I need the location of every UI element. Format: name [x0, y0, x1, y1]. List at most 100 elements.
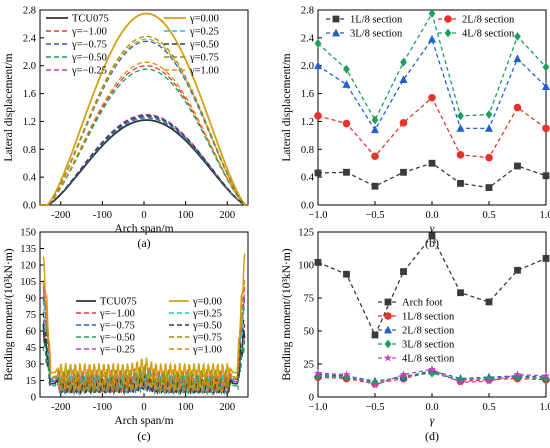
data-point [371, 182, 379, 190]
y-tick-label: 2.4 [23, 33, 37, 44]
data-point [513, 370, 522, 379]
x-axis-label: Arch span/m [114, 223, 173, 235]
data-point [542, 82, 550, 91]
data-point [313, 368, 323, 377]
data-point [485, 110, 493, 119]
y-tick-label: 0.0 [23, 201, 36, 212]
x-tick-label: 0.0 [425, 210, 438, 221]
data-point [428, 368, 436, 378]
x-tick-label: 100 [178, 402, 194, 413]
data-point [314, 371, 322, 381]
legend-marker [332, 28, 340, 37]
data-point [514, 266, 521, 274]
x-tick-label: -200 [51, 402, 70, 413]
data-point [485, 298, 493, 306]
legend-label: γ=0.50 [192, 321, 222, 332]
legend-marker [384, 325, 392, 334]
data-point [342, 119, 351, 128]
data-point [428, 159, 436, 167]
legend-marker [444, 15, 452, 23]
y-tick-label: 2.4 [301, 33, 315, 44]
data-point [343, 168, 350, 176]
x-tick-label: 0.5 [482, 402, 495, 413]
data-point [514, 162, 521, 170]
legend-label: γ=−0.50 [99, 333, 135, 344]
legend-label: γ=1.00 [189, 66, 219, 77]
legend-label: 3L/8 section [350, 29, 403, 40]
x-tick-label: 1.0 [539, 402, 550, 413]
y-tick-label: 45 [26, 343, 37, 354]
data-point [343, 372, 350, 382]
data-point [428, 34, 436, 43]
x-tick-label: 200 [219, 402, 235, 413]
data-point [542, 62, 550, 72]
data-point [456, 123, 465, 132]
legend-marker [444, 28, 452, 38]
data-point [342, 80, 351, 88]
y-tick-label: 75 [304, 294, 315, 305]
data-point [314, 39, 322, 48]
x-tick-label: 0.5 [482, 210, 495, 221]
legend-label: γ=0.50 [189, 40, 219, 51]
legend-label: Arch foot [402, 298, 443, 309]
y-tick-label: 0 [309, 393, 314, 404]
data-point [399, 119, 408, 127]
y-tick-label: 0.4 [301, 173, 315, 184]
y-tick-label: 100 [298, 261, 314, 272]
data-point [484, 376, 494, 385]
y-tick-label: 50 [304, 327, 315, 338]
legend: TCU075 γ=−1.00 γ=−0.75 γ=−0.50 γ=−0.25 γ=0.00… [46, 14, 219, 77]
y-tick-label: 75 [26, 310, 37, 321]
legend-marker [384, 339, 392, 349]
x-tick-label: −0.5 [365, 210, 384, 221]
data-point [428, 93, 436, 102]
legend-label: γ=−0.25 [99, 345, 135, 356]
legend-label: γ=0.00 [192, 297, 222, 308]
x-tick-label: 200 [219, 210, 235, 221]
data-point [400, 57, 407, 67]
data-point [542, 172, 550, 180]
data-point [371, 152, 379, 161]
panel-label: (d) [425, 429, 439, 443]
y-tick-label: 120 [20, 261, 36, 272]
x-axis-label: γ [430, 415, 435, 427]
y-tick-label: 0.4 [23, 173, 37, 184]
legend-marker [384, 298, 392, 306]
y-tick-label: 60 [26, 327, 37, 338]
legend-label: γ=−0.25 [71, 66, 107, 77]
legend-marker [332, 15, 340, 23]
legend-label: 3L/8 section [402, 340, 455, 351]
panel-label: (a) [137, 236, 150, 250]
y-tick-label: 25 [304, 360, 315, 371]
legend: Arch foot 1L/8 section 2L/8 section 3L/8 se… [378, 298, 455, 365]
y-tick-label: 1.6 [23, 89, 36, 100]
data-point [514, 32, 521, 41]
series-line [40, 12, 248, 206]
x-tick-label: 0 [141, 402, 146, 413]
legend-label: γ=−1.00 [99, 309, 135, 320]
data-point [457, 289, 464, 297]
data-point [456, 378, 465, 386]
y-tick-label: 2.0 [23, 61, 36, 72]
data-point [485, 123, 493, 132]
y-tick-label: 0.8 [301, 145, 314, 156]
panel-a: -200 -100 0 100 200 0.0 0.4 0.8 1.2 1.6 2.0 2.4 2.8 A… [3, 6, 249, 235]
data-point [485, 153, 493, 162]
series-line [317, 96, 547, 159]
data-point [400, 268, 407, 275]
data-point [427, 364, 437, 373]
y-tick-label: 30 [26, 360, 37, 371]
x-tick-label: 100 [178, 210, 194, 221]
data-point [542, 124, 550, 133]
y-tick-label: 1.2 [23, 117, 36, 128]
data-point [428, 9, 436, 18]
data-point [513, 103, 522, 112]
data-point [399, 75, 408, 84]
legend-label: γ=0.25 [192, 309, 222, 320]
y-tick-label: 135 [20, 244, 36, 255]
y-axis-label: Lateral displacement/m [281, 53, 293, 161]
legend-marker [383, 353, 393, 362]
legend-label: γ=−0.75 [71, 40, 107, 51]
legend-label: TCU075 [100, 297, 137, 308]
